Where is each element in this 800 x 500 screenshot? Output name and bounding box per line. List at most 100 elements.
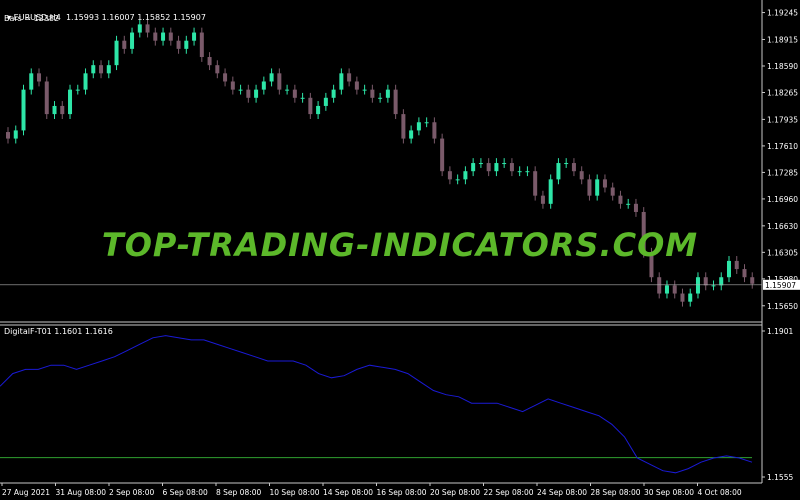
candle-bear — [168, 32, 173, 41]
candle-bull — [269, 73, 274, 82]
candle-bull — [130, 32, 135, 49]
candle-bull — [517, 171, 522, 173]
candle-bear — [610, 187, 615, 196]
time-tick-label: 8 Sep 08:00 — [216, 488, 262, 497]
candle-bear — [277, 73, 282, 90]
candle-bull — [471, 163, 476, 172]
candle-bear — [354, 81, 359, 90]
candle-bear — [540, 195, 545, 204]
candle-bear — [308, 97, 313, 115]
candle-bear — [680, 293, 685, 302]
candle-bull — [184, 40, 189, 49]
candle-bear — [703, 277, 708, 286]
candle-bear — [401, 114, 406, 139]
candle-bear — [176, 40, 181, 49]
candle-bull — [362, 89, 367, 91]
candle-bear — [672, 285, 677, 294]
time-tick-label: 20 Sep 08:00 — [430, 488, 480, 497]
symbol-header: ▾ EURUSD,H4 1.15993 1.16007 1.15852 1.15… — [2, 3, 206, 23]
indicator-header-label: DigitalF-T01 1.1601 1.1616 — [4, 327, 113, 336]
candle-bull — [711, 285, 716, 287]
candle-bull — [83, 73, 88, 90]
time-tick-label: 30 Sep 08:00 — [644, 488, 694, 497]
time-tick-label: 2 Sep 08:00 — [109, 488, 155, 497]
candle-bull — [29, 73, 34, 90]
time-tick-label: 10 Sep 08:00 — [270, 488, 320, 497]
candle-bull — [463, 171, 468, 180]
time-tick-label: 14 Sep 08:00 — [323, 488, 373, 497]
collapse-arrow-icon[interactable]: ▾ — [7, 13, 14, 22]
time-tick-label: 6 Sep 08:00 — [163, 488, 209, 497]
candle-bull — [137, 24, 142, 33]
price-tick-label: 1.17935 — [767, 115, 798, 124]
indicator-price-tick-label: 1.1901 — [767, 327, 793, 336]
candle-bear — [246, 89, 251, 98]
candle-bear — [571, 163, 576, 172]
candle-bear — [649, 252, 654, 278]
candle-bull — [424, 122, 429, 124]
candle-bull — [595, 179, 600, 196]
candle-bear — [579, 171, 584, 180]
candle-bull — [664, 285, 669, 294]
candle-bull — [13, 130, 18, 139]
candle-bull — [726, 260, 731, 278]
candle-bear — [145, 24, 150, 33]
candle-bear — [509, 163, 514, 172]
price-tick-label: 1.17610 — [767, 142, 798, 151]
candle-bear — [153, 32, 158, 41]
time-tick-label: 16 Sep 08:00 — [377, 488, 427, 497]
candle-bear — [641, 211, 646, 253]
candle-bull — [52, 105, 57, 115]
candle-bull — [91, 65, 96, 74]
candle-bear — [99, 65, 104, 74]
price-tick-label: 1.18265 — [767, 88, 798, 97]
price-axis: 1.19245 1.18915 1.18590 1.18265 1.17935 1.176… — [0, 9, 800, 311]
price-tick-label: 1.15980 — [767, 275, 798, 284]
candle-bull — [626, 203, 631, 205]
candle-bull — [161, 32, 166, 41]
indicator-price-tick-label: 1.1555 — [767, 473, 793, 482]
candle-bear — [633, 203, 638, 212]
candle-bull — [478, 163, 483, 165]
candle-bear — [44, 81, 49, 115]
candle-bull — [525, 171, 530, 173]
candle-bull — [378, 97, 383, 99]
candle-bear — [215, 65, 220, 74]
candle-bear — [393, 89, 398, 115]
candle-bear — [292, 89, 297, 98]
candle-bull — [68, 89, 73, 115]
symbol-ohlc-label: EURUSD,H4 1.15993 1.16007 1.15852 1.1590… — [13, 13, 206, 22]
time-tick-label: 31 Aug 08:00 — [56, 488, 107, 497]
candle-bull — [285, 89, 290, 91]
candle-bull — [695, 277, 700, 294]
candle-bear — [486, 163, 491, 172]
candle-bull — [254, 89, 259, 98]
current-price-tag — [763, 279, 800, 290]
candle-bear — [37, 73, 42, 82]
candle-bear — [602, 179, 607, 188]
candle-bull — [688, 293, 693, 302]
time-tick-label: 4 Oct 08:00 — [698, 488, 742, 497]
candle-bear — [60, 105, 65, 115]
candle-bear — [742, 269, 747, 278]
candle-bear — [587, 179, 592, 196]
candle-bear — [750, 277, 755, 284]
candle-bull — [21, 89, 26, 131]
candle-bull — [494, 163, 499, 172]
candle-bull — [106, 65, 111, 74]
price-tick-label: 1.16630 — [767, 222, 798, 231]
candle-bear — [207, 57, 212, 66]
candle-bull — [556, 163, 561, 180]
candle-bear — [734, 260, 739, 270]
time-tick-label: 27 Aug 2021 — [2, 488, 50, 497]
candle-bull — [114, 40, 119, 66]
price-tick-label: 1.17285 — [767, 168, 798, 177]
candle-bull — [719, 277, 724, 286]
indicator-series — [0, 335, 753, 474]
indicator-line — [0, 335, 753, 474]
candle-bull — [548, 179, 553, 204]
candle-bull — [455, 179, 460, 181]
main-chart-frame — [0, 0, 763, 484]
candle-bear — [370, 89, 375, 98]
